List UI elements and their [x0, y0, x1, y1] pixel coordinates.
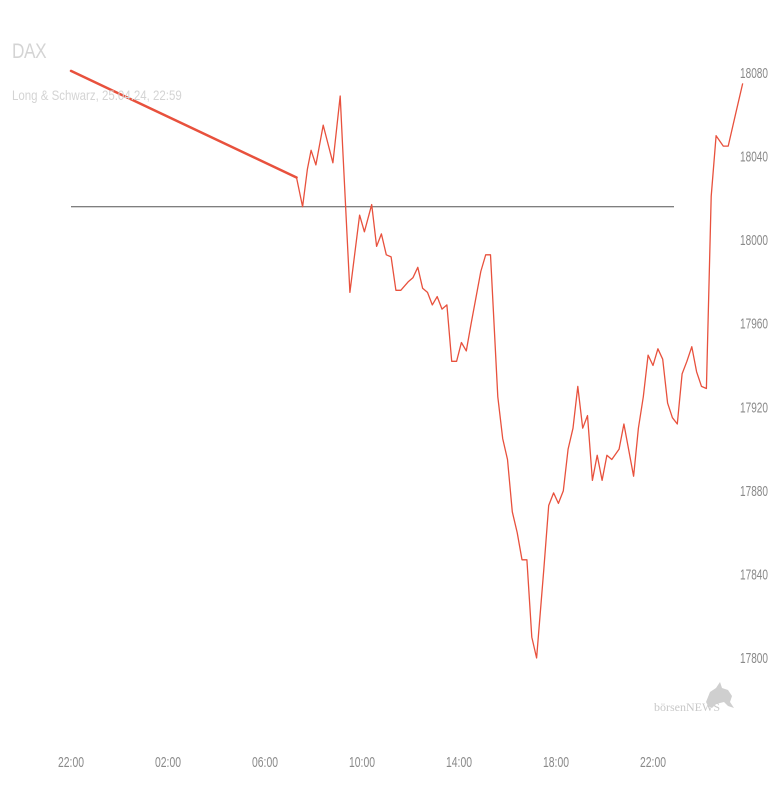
y-tick-label: 17960: [740, 316, 768, 333]
series-layer: [69, 69, 744, 659]
y-tick-label: 17880: [740, 483, 768, 500]
y-tick-label: 18040: [740, 149, 768, 166]
y-tick-label: 18000: [740, 232, 768, 249]
boersennews-logo: börsenNEWS: [654, 682, 734, 722]
y-tick-label: 17920: [740, 399, 768, 416]
series-line: [295, 83, 744, 659]
y-tick-label: 18080: [740, 65, 768, 82]
y-tick-label: 17840: [740, 566, 768, 583]
x-tick-label: 14:00: [446, 754, 472, 771]
x-tick-label: 06:00: [252, 754, 278, 771]
logo-text: börsenNEWS: [654, 700, 720, 714]
chart-title: DAX: [12, 40, 47, 63]
bull-icon: [706, 682, 734, 708]
chart-subtitle: Long & Schwarz, 25.04.24, 22:59: [12, 87, 182, 103]
series-line-overnight: [69, 69, 298, 179]
y-tick-label: 17800: [740, 650, 768, 667]
x-tick-label: 22:00: [640, 754, 666, 771]
x-axis-ticks: 22:00 02:00 06:00 10:00 14:00 18:00 22:00: [58, 754, 666, 771]
y-axis-ticks: 18080 18040 18000 17960 17920 17880 17840 17800: [740, 65, 768, 667]
x-tick-label: 18:00: [543, 754, 569, 771]
x-tick-label: 02:00: [155, 754, 181, 771]
x-tick-label: 22:00: [58, 754, 84, 771]
x-tick-label: 10:00: [349, 754, 375, 771]
